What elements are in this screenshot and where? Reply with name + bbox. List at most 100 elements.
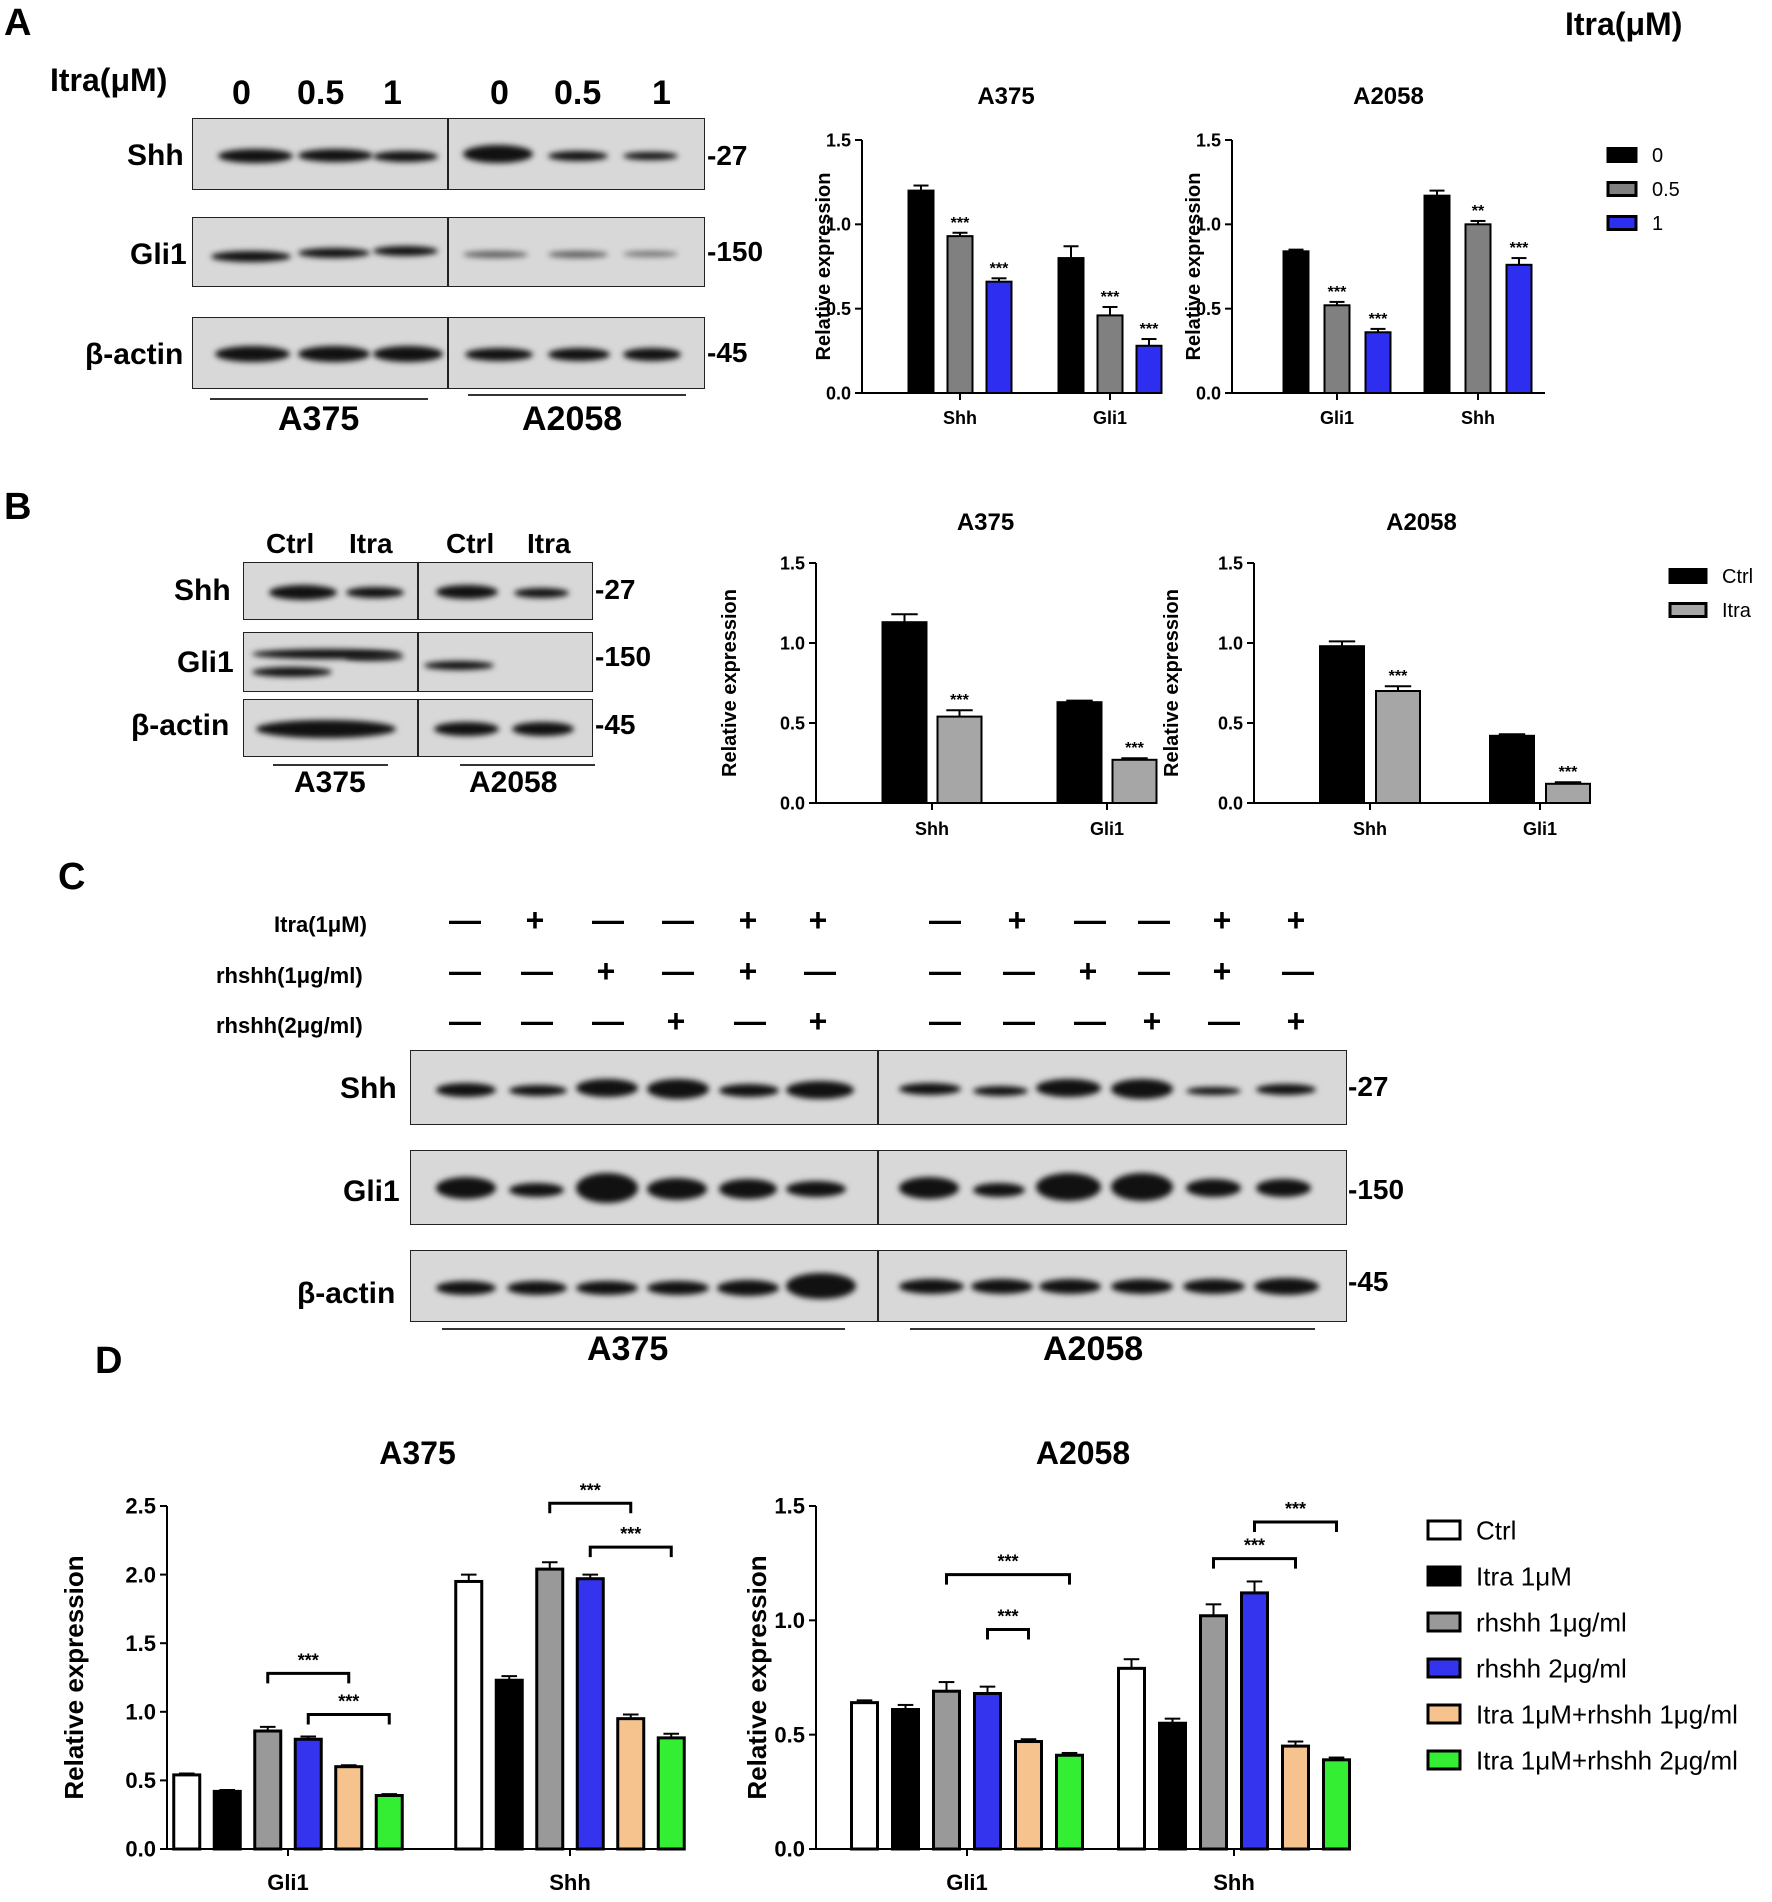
bar — [1364, 331, 1392, 394]
legend-label: Itra — [1722, 600, 1752, 622]
c-marker: -150 — [1348, 1174, 1405, 1205]
bar — [212, 1789, 242, 1851]
a-lane-label: 1 — [652, 74, 671, 112]
y-tick-label: 1.0 — [125, 1700, 156, 1725]
c-sign: — — [804, 953, 836, 989]
chart-title: A2058 — [1036, 1435, 1130, 1471]
a-row-label: Shh — [127, 139, 184, 172]
bar — [334, 1765, 364, 1851]
y-tick-label: 0.5 — [780, 713, 805, 733]
x-tick-label: Gli1 — [1093, 408, 1127, 428]
significance-bracket — [986, 1627, 1030, 1640]
significance-bracket — [1253, 1520, 1338, 1533]
a-marker: -27 — [707, 140, 748, 171]
y-tick-label: 0.0 — [780, 793, 805, 813]
significance-mark: *** — [997, 1552, 1018, 1572]
c-sign: + — [1212, 902, 1232, 938]
legend-swatch — [1426, 1519, 1462, 1541]
a-blot-gli1 — [192, 217, 705, 287]
c-sign: — — [1003, 953, 1035, 989]
c-sign: — — [592, 902, 624, 938]
legend-label: 1 — [1652, 213, 1663, 235]
bar — [1240, 1591, 1269, 1851]
bar — [1489, 734, 1535, 804]
c-sign: + — [666, 1003, 686, 1039]
a-group-label: A2058 — [522, 400, 623, 438]
c-sign: — — [1138, 902, 1170, 938]
c-sign: + — [1212, 953, 1232, 989]
b-marker: -150 — [595, 641, 652, 672]
b-lane-label: Ctrl — [266, 528, 315, 559]
c-sign: + — [808, 902, 828, 938]
c-sign: — — [929, 902, 961, 938]
legend-swatch — [1668, 568, 1708, 584]
y-tick-label: 1.5 — [774, 1494, 805, 1519]
bar — [1117, 1666, 1146, 1851]
bar — [616, 1717, 646, 1851]
a-lane-label: 0 — [232, 74, 251, 112]
bar — [1158, 1721, 1187, 1851]
bar — [374, 1793, 404, 1851]
c-sign: — — [1138, 953, 1170, 989]
y-tick-label: 0.0 — [1196, 383, 1221, 403]
significance-bracket — [306, 1713, 391, 1725]
y-tick-label: 0.5 — [826, 299, 851, 319]
chart-title: A375 — [957, 509, 1014, 536]
significance-mark: *** — [1389, 668, 1408, 685]
y-tick-label: 0.5 — [1218, 713, 1243, 733]
c-sign: + — [808, 1003, 828, 1039]
x-tick-label: Shh — [943, 408, 977, 428]
b-blot-gli1 — [243, 632, 593, 692]
significance-mark: *** — [1140, 321, 1159, 338]
bar — [907, 189, 935, 394]
c-sign: — — [929, 1003, 961, 1039]
y-tick-label: 0.0 — [826, 383, 851, 403]
bar — [656, 1736, 686, 1851]
c-sign: — — [1208, 1003, 1240, 1039]
legend-swatch — [1426, 1657, 1462, 1679]
c-sign: — — [662, 902, 694, 938]
x-tick-label: Gli1 — [1320, 408, 1354, 428]
c-sign: — — [1003, 1003, 1035, 1039]
y-tick-label: 1.0 — [780, 633, 805, 653]
a-lane-label: 0.5 — [554, 74, 602, 112]
y-tick-label: 0.0 — [125, 1837, 156, 1862]
significance-bracket — [945, 1573, 1071, 1585]
significance-mark: *** — [580, 1480, 601, 1500]
corner-legend-title: Itra(μM) — [1565, 6, 1683, 42]
legend-swatch — [1426, 1749, 1462, 1771]
significance-bracket — [1212, 1557, 1297, 1569]
bar — [1281, 1744, 1310, 1851]
panel-label-b: B — [4, 486, 32, 528]
c-marker: -45 — [1348, 1266, 1389, 1297]
c-group-label: A2058 — [1043, 1330, 1144, 1368]
c-sign: — — [1282, 953, 1314, 989]
significance-mark: *** — [1328, 284, 1347, 301]
legend-label: Ctrl — [1476, 1515, 1516, 1545]
bar — [1319, 645, 1365, 805]
bar — [535, 1567, 565, 1851]
x-tick-label: Shh — [549, 1870, 591, 1895]
x-tick-label: Shh — [915, 819, 949, 839]
bar — [936, 715, 983, 804]
y-axis-label: Relative expression — [1183, 173, 1205, 361]
chart-title: A375 — [977, 83, 1034, 110]
significance-mark: *** — [1125, 740, 1144, 757]
y-axis-label: Relative expression — [1161, 589, 1183, 777]
y-axis-label: Relative expression — [813, 173, 835, 361]
c-sign: + — [596, 953, 616, 989]
c-sign: + — [738, 902, 758, 938]
c-treatment-label: rhshh(2μg/ml) — [216, 1013, 363, 1038]
x-tick-label: Gli1 — [1090, 819, 1124, 839]
bar — [1423, 194, 1451, 394]
significance-mark: *** — [298, 1650, 319, 1670]
panel-label-d: D — [95, 1340, 123, 1382]
c-blot-gli1 — [410, 1150, 1347, 1225]
c-row-label: Shh — [340, 1072, 397, 1105]
significance-mark: ** — [1472, 203, 1485, 220]
bar — [253, 1729, 283, 1851]
legend-label: Itra 1μM+rhshh 1μg/ml — [1476, 1699, 1738, 1729]
c-sign: — — [521, 953, 553, 989]
legend-swatch — [1606, 181, 1638, 197]
bar — [1199, 1614, 1228, 1851]
